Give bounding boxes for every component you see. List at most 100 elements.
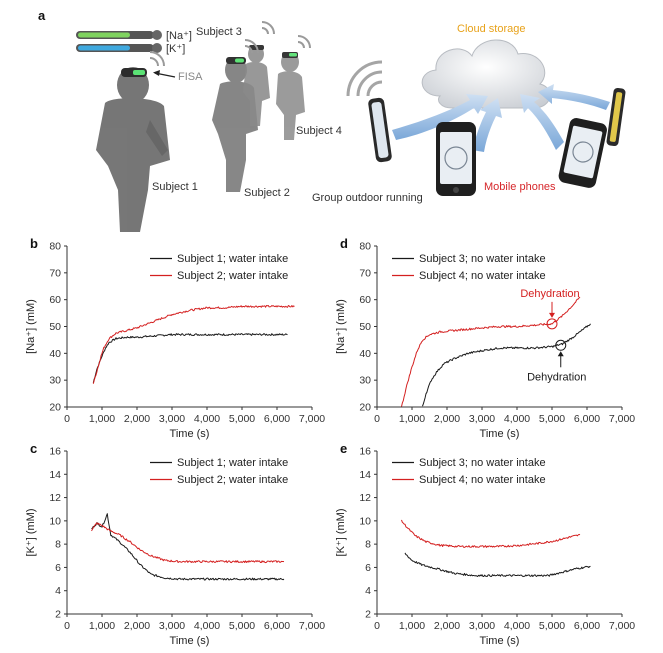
x-tick-label: 0 [374,620,380,632]
panel-c-label: c [30,441,37,456]
series-line-2 [92,305,295,384]
group-outdoor-running-label: Group outdoor running [312,192,423,204]
series-line-2 [401,296,581,407]
x-tick-label: 3,000 [159,413,185,425]
subject-2-label: Subject 2 [244,187,290,199]
y-tick-label: 60 [49,294,61,306]
x-tick-label: 3,000 [469,413,495,425]
mobile-phones-label: Mobile phones [484,181,556,193]
x-tick-label: 6,000 [264,413,290,425]
x-axis-label: Time (s) [480,635,520,647]
y-tick-label: 12 [49,492,61,504]
k-bar [78,45,130,51]
y-tick-label: 2 [365,609,371,621]
y-tick-label: 16 [49,446,61,458]
y-tick-label: 2 [55,609,61,621]
legend-label: Subject 2; water intake [177,270,288,282]
x-tick-label: 2,000 [124,413,150,425]
x-tick-label: 0 [64,413,70,425]
x-tick-label: 6,000 [574,413,600,425]
y-tick-label: 8 [55,539,61,551]
y-axis-label: [K⁺] (mM) [25,509,37,557]
mobile-phone-2 [436,122,476,196]
x-tick-label: 2,000 [434,413,460,425]
y-tick-label: 70 [49,267,61,279]
x-tick-label: 0 [64,620,70,632]
panel-b-label: b [30,236,38,251]
x-tick-label: 6,000 [264,620,290,632]
x-tick-label: 7,000 [299,620,325,632]
wireless-signal-icon-2 [346,60,383,97]
x-tick-label: 7,000 [299,413,325,425]
x-tick-label: 4,000 [194,413,220,425]
x-tick-label: 7,000 [609,620,635,632]
series-line-1 [91,513,285,581]
upload-arrows [392,84,610,152]
y-tick-label: 30 [359,375,371,387]
y-tick-label: 40 [49,348,61,360]
na-legend-label: [Na⁺] [166,30,192,42]
chart-e: e 2 4 6 8 10 12 14 16 0 1,000 2,000 3,000 4,000 5,000 6… [335,441,635,647]
y-tick-label: 20 [49,402,61,414]
cloud-storage-label: Cloud storage [457,23,526,35]
subject-4-label: Subject 4 [296,125,342,137]
runner-subject-2 [212,57,258,192]
series-line-1 [92,333,288,384]
panel-a: a [Na⁺] [K⁺] [38,8,626,232]
series-line-2 [401,519,581,548]
legend-label: Subject 1; water intake [177,253,288,265]
dehydration-marker [555,339,567,351]
panel-a-label: a [38,8,46,23]
na-bar [78,32,130,38]
y-tick-label: 4 [55,585,61,597]
y-tick-label: 70 [359,267,371,279]
annotation-label: Dehydration [520,288,579,300]
y-tick-label: 50 [49,321,61,333]
mobile-phone-3 [558,118,607,188]
x-tick-label: 6,000 [574,620,600,632]
y-tick-label: 50 [359,321,371,333]
runner-subject-4 [276,52,305,140]
y-tick-label: 12 [359,492,371,504]
y-tick-label: 20 [359,402,371,414]
x-tick-label: 2,000 [124,620,150,632]
y-axis-label: [Na⁺] (mM) [25,299,37,354]
y-tick-label: 10 [49,515,61,527]
y-tick-label: 6 [365,562,371,574]
y-tick-label: 16 [359,446,371,458]
y-tick-label: 10 [359,515,371,527]
legend-label: Subject 1; water intake [177,457,288,469]
na-sensor-icon [76,30,162,40]
y-axis-label: [K⁺] (mM) [335,509,347,557]
mobile-phone-4 [606,87,626,147]
y-tick-label: 8 [365,539,371,551]
x-tick-label: 5,000 [229,413,255,425]
annotation-label: Dehydration [527,371,586,383]
k-sensor-icon [76,43,162,53]
x-axis-label: Time (s) [480,428,520,440]
chart-d: d 20 30 40 50 60 70 80 0 1,000 2,000 3,000 4,000 5,00… [335,236,635,440]
x-tick-label: 1,000 [399,413,425,425]
y-tick-label: 14 [49,469,61,481]
legend-label: Subject 4; no water intake [419,474,546,486]
mobile-phone-1 [368,97,392,163]
x-tick-label: 5,000 [229,620,255,632]
x-tick-label: 1,000 [89,413,115,425]
x-tick-label: 4,000 [194,620,220,632]
runner-subject-1 [96,67,170,232]
y-tick-label: 40 [359,348,371,360]
y-axis-label: [Na⁺] (mM) [335,299,347,354]
series-line-2 [91,522,285,564]
subject-3-label: Subject 3 [196,26,242,38]
cloud-icon [421,39,551,109]
series-line-1 [422,323,591,407]
x-tick-label: 4,000 [504,620,530,632]
x-tick-label: 1,000 [89,620,115,632]
y-tick-label: 6 [55,562,61,574]
k-legend-label: [K⁺] [166,43,185,55]
x-tick-label: 5,000 [539,620,565,632]
x-tick-label: 3,000 [469,620,495,632]
x-tick-label: 7,000 [609,413,635,425]
x-tick-label: 4,000 [504,413,530,425]
